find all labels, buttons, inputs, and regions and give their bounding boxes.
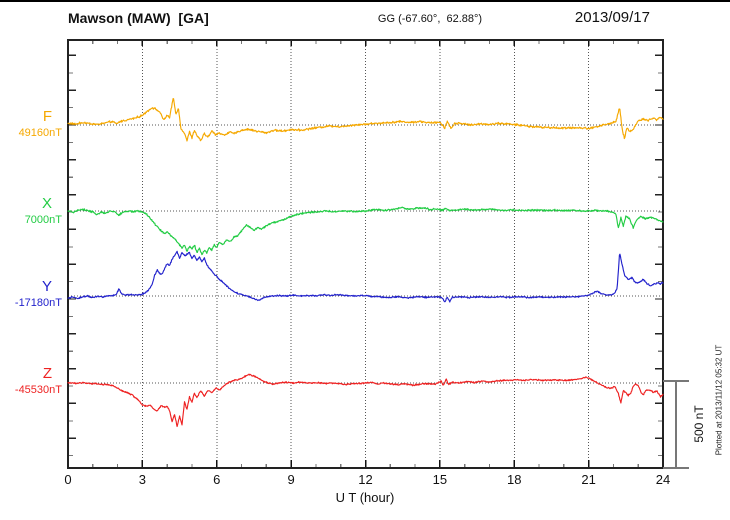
x-tick-label: 12 (358, 472, 373, 487)
trace-z (67, 373, 664, 428)
x-tick-label: 24 (655, 472, 671, 487)
channel-letter-z: Z (42, 365, 52, 382)
channel-baseline-y: -17180nT (14, 297, 62, 309)
channel-letter-x: X (41, 195, 52, 212)
channel-baseline-z: -45530nT (14, 384, 62, 396)
x-tick-label: 21 (581, 472, 596, 487)
x-tick-label: 15 (432, 472, 448, 487)
top-border-line (0, 0, 730, 2)
x-tick-label: 9 (287, 472, 295, 487)
station-title: Mawson (MAW) [GA] (68, 10, 209, 26)
scale-bar-label: 500 nT (692, 405, 706, 443)
trace-f (67, 98, 664, 142)
trace-y (67, 250, 664, 303)
x-tick-label: 3 (138, 472, 146, 487)
geographic-coordinates: GG (-67.60°, 62.88°) (377, 13, 483, 25)
channel-letter-f: F (42, 108, 52, 125)
channel-letter-y: Y (41, 278, 52, 295)
plot-frame (67, 39, 664, 469)
channel-label-y: Y -17180nT (0, 279, 62, 309)
channel-baseline-f: 49160nT (18, 127, 62, 139)
x-tick-label: 18 (507, 472, 522, 487)
plotted-at-note: Plotted at 2013/11/12 05:32 UT (714, 344, 724, 456)
x-tick-label: 0 (64, 472, 72, 487)
x-tick-label: 6 (213, 472, 221, 487)
trace-x (67, 206, 664, 256)
x-axis-title: U T (hour) (335, 490, 395, 505)
plot-date: 2013/09/17 (574, 9, 650, 26)
channel-baseline-x: 7000nT (24, 214, 62, 226)
channel-label-f: F 49160nT (0, 109, 62, 139)
channel-label-x: X 7000nT (0, 196, 62, 226)
channel-label-z: Z -45530nT (0, 366, 62, 396)
